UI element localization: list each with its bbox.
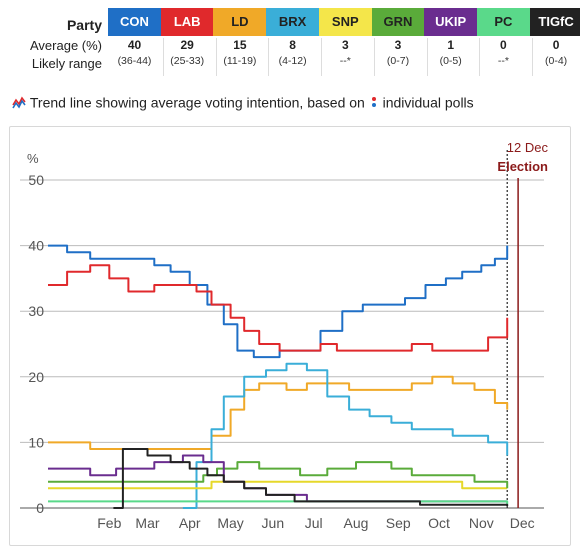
party-average-tigfc: 0 [552,38,560,52]
party-range-grn: (0-7) [386,55,410,67]
series-line-brx [182,362,509,509]
party-badge-snp: SNP [318,8,372,36]
party-column-snp: SNP 3 --* [318,8,375,76]
party-average-brx: 8 [289,38,296,52]
y-tick-label: 30 [28,303,44,319]
party-column-tigfc: TIGfC 0 (0-4) [529,8,580,67]
party-badge-ld: LD [213,8,267,36]
party-range-lab: (25-33) [170,55,205,67]
column-separator [373,38,375,76]
x-tick-label: Aug [343,515,368,531]
party-column-brx: BRX 8 (4-12) [266,8,323,76]
y-tick-label: 10 [28,434,44,450]
election-date-label: 12 Dec [507,140,549,155]
party-header-label: Party [66,17,102,33]
chart-legend: Trend line showing average voting intent… [12,93,474,110]
x-tick-label: May [217,515,243,531]
party-range-pc: --* [497,55,509,67]
party-average-snp: 3 [341,38,349,52]
column-separator [268,38,270,76]
party-range-con: (36-44) [117,55,152,67]
legend-trend-text: Trend line showing average voting intent… [29,94,365,111]
party-column-ukip: UKIP 1 (0-5) [424,8,481,76]
column-separator [426,38,428,76]
series-line-lab [48,264,509,352]
election-event-label: Election [497,159,548,174]
party-range-snp: --* [339,55,351,67]
party-badge-brx: BRX [266,8,320,36]
party-column-con: CON 40 (36-44) [108,8,164,76]
y-tick-label: 40 [28,238,44,254]
column-separator [321,38,323,76]
series-line-tigfc [113,448,509,509]
column-separator [479,38,481,76]
x-tick-label: Jul [305,515,323,531]
party-range-tigfc: (0-4) [545,55,568,67]
series-line-ukip [48,454,508,503]
column-separator [163,38,164,76]
column-separator [531,38,533,76]
party-average-lab: 29 [180,38,194,52]
party-average-grn: 3 [394,38,402,52]
x-tick-label: Sep [386,515,411,531]
series-line-con [48,244,509,359]
party-badge-pc: PC [476,8,530,36]
chart-frame [9,126,571,546]
poll-dots-icon [371,97,376,108]
party-badge-con: CON [108,8,161,36]
party-average-ld: 15 [233,38,247,52]
x-tick-label: Apr [179,515,201,531]
series-line-ld [48,375,509,450]
party-average-pc: 0 [500,38,507,52]
x-tick-label: Dec [510,515,535,531]
party-average-con: 40 [127,38,142,52]
party-average-ukip: 1 [447,38,455,52]
party-range-ukip: (0-5) [439,55,462,67]
party-badge-grn: GRN [371,8,425,36]
legend-polls-text: individual polls [382,94,474,111]
x-tick-label: Feb [97,515,121,531]
x-tick-label: Jun [262,515,285,531]
y-axis-label: % [27,151,39,166]
series-line-grn [48,461,509,489]
range-row-label: Likely range [31,56,102,71]
trend-line-icon [12,96,26,109]
column-separator [215,38,217,76]
y-tick-label: 50 [28,172,44,188]
party-range-brx: (4-12) [278,55,307,67]
party-column-grn: GRN 3 (0-7) [371,8,428,76]
party-column-lab: LAB 29 (25-33) [160,8,217,76]
average-row-label: Average (%) [29,38,102,53]
x-tick-label: Mar [135,515,159,531]
party-badge-tigfc: TIGfC [529,8,580,36]
party-column-pc: PC 0 --* [476,8,533,76]
party-badge-lab: LAB [160,8,214,36]
party-badge-ukip: UKIP [424,8,478,36]
x-tick-label: Oct [428,515,450,531]
party-summary-table: Party Average (%) Likely range CON 40 (36-… [0,8,580,76]
series-line-snp [48,480,508,490]
y-tick-label: 20 [28,369,44,385]
party-column-ld: LD 15 (11-19) [213,8,270,76]
party-range-ld: (11-19) [223,55,257,67]
y-tick-label: 0 [36,500,44,516]
x-tick-label: Nov [469,515,494,531]
